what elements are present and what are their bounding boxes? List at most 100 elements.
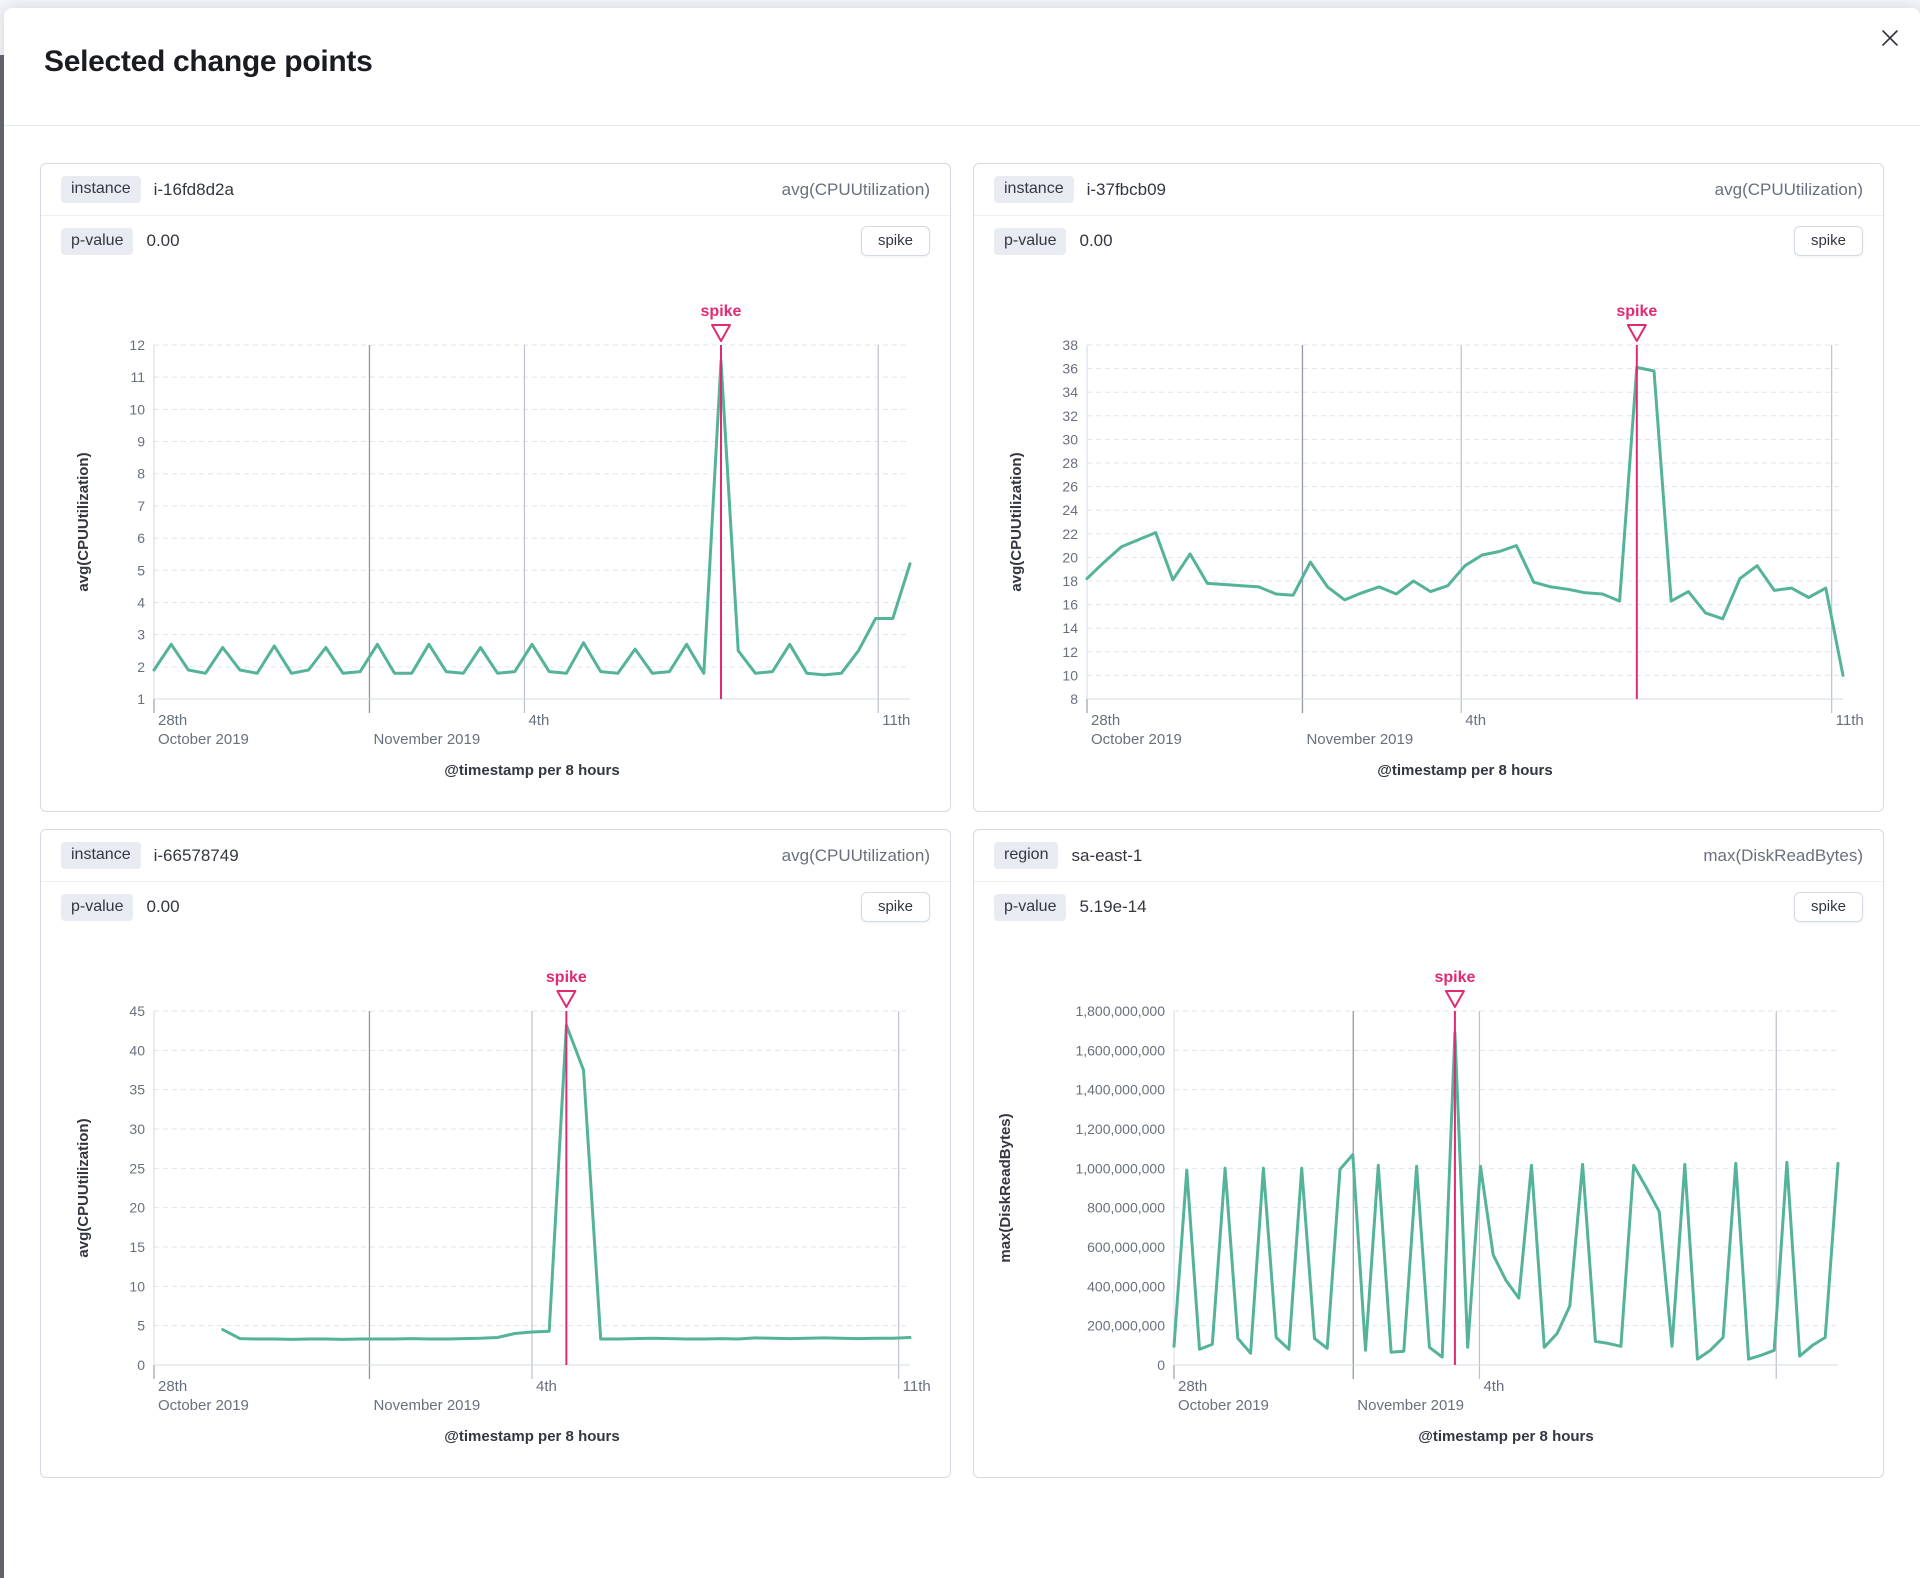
y-tick-label: 1,400,000,000 <box>1075 1082 1165 1098</box>
y-tick-label: 1 <box>137 691 145 707</box>
modal-header: Selected change points <box>4 8 1920 126</box>
y-tick-label: 14 <box>1062 620 1078 636</box>
x-tick-label: 4th <box>528 712 549 729</box>
x-tick-label: November 2019 <box>373 1397 480 1414</box>
y-tick-label: 16 <box>1062 597 1078 613</box>
x-tick-label: October 2019 <box>158 1397 249 1414</box>
y-tick-label: 30 <box>129 1121 145 1137</box>
change-point-card-4: region sa-east-1 max(DiskReadBytes) p-va… <box>973 829 1884 1478</box>
spike-type-button[interactable]: spike <box>860 226 930 256</box>
y-axis-title: avg(CPUUtilization) <box>75 1118 92 1257</box>
y-axis-title: avg(CPUUtilization) <box>1008 452 1025 591</box>
x-tick-label: 11th <box>903 1378 931 1395</box>
y-tick-label: 26 <box>1062 479 1078 495</box>
change-point-grid: instance i-16fd8d2a avg(CPUUtilization) … <box>4 126 1920 1478</box>
change-point-card-3: instance i-66578749 avg(CPUUtilization) … <box>40 829 951 1478</box>
p-value-badge: p-value <box>61 227 134 255</box>
y-tick-label: 18 <box>1062 573 1078 589</box>
y-tick-label: 10 <box>1062 667 1078 683</box>
y-tick-label: 25 <box>129 1160 145 1176</box>
spike-type-button[interactable]: spike <box>860 892 930 922</box>
y-tick-label: 10 <box>129 401 145 417</box>
y-tick-label: 12 <box>129 337 145 353</box>
card-subheader: p-value 5.19e-14 spike <box>974 882 1883 932</box>
y-tick-label: 28 <box>1062 455 1078 471</box>
p-value-badge: p-value <box>994 893 1067 921</box>
x-tick-label: 4th <box>1465 712 1486 729</box>
x-tick-label: November 2019 <box>1306 731 1413 748</box>
p-value-badge: p-value <box>61 893 134 921</box>
field-name-badge: instance <box>994 176 1074 203</box>
spike-annotation-label: spike <box>1434 969 1475 986</box>
p-value-badge: p-value <box>994 227 1067 255</box>
y-tick-label: 800,000,000 <box>1087 1200 1165 1216</box>
spike-type-button[interactable]: spike <box>1793 226 1863 256</box>
x-tick-label: 11th <box>882 712 910 729</box>
close-icon <box>1882 30 1898 46</box>
card-header: instance i-66578749 avg(CPUUtilization) <box>41 830 950 882</box>
p-value: 0.00 <box>146 897 180 916</box>
series-line <box>1085 365 1845 677</box>
spike-annotation-marker <box>556 990 577 1008</box>
y-tick-label: 5 <box>137 562 145 578</box>
field-value: i-66578749 <box>153 845 239 865</box>
change-point-card-1: instance i-16fd8d2a avg(CPUUtilization) … <box>40 163 951 812</box>
field-name-badge: instance <box>61 176 141 203</box>
spike-annotation-marker <box>1444 990 1465 1008</box>
field-name-badge: region <box>994 842 1059 869</box>
x-tick-label: November 2019 <box>373 731 480 748</box>
y-tick-label: 1,200,000,000 <box>1075 1121 1165 1137</box>
page-title: Selected change points <box>44 45 373 78</box>
y-tick-label: 8 <box>137 466 145 482</box>
y-tick-label: 2 <box>137 659 145 675</box>
y-tick-label: 30 <box>1062 431 1078 447</box>
close-button[interactable] <box>1876 24 1904 52</box>
y-tick-label: 400,000,000 <box>1087 1278 1165 1294</box>
y-tick-label: 0 <box>1157 1357 1165 1373</box>
y-axis-title: avg(CPUUtilization) <box>75 452 92 591</box>
y-tick-label: 11 <box>130 369 145 385</box>
y-tick-label: 36 <box>1062 361 1078 377</box>
y-tick-label: 600,000,000 <box>1087 1239 1165 1255</box>
x-tick-label: 28th <box>1091 712 1120 729</box>
y-tick-label: 45 <box>129 1003 145 1019</box>
y-tick-label: 1,000,000,000 <box>1075 1160 1165 1176</box>
change-point-chart: 0 5 10 15 20 25 30 35 40 45 28th October 2019 Novemb… <box>75 969 931 1445</box>
y-tick-label: 4 <box>137 594 145 610</box>
y-tick-label: 40 <box>129 1042 145 1058</box>
field-value: i-16fd8d2a <box>153 179 234 199</box>
y-tick-label: 3 <box>137 627 145 643</box>
p-value: 0.00 <box>1079 231 1113 250</box>
selected-change-points-modal: Selected change points instance i-16fd8d… <box>4 8 1920 1578</box>
series-line <box>152 359 912 677</box>
y-tick-label: 6 <box>137 530 145 546</box>
card-subheader: p-value 0.00 spike <box>41 216 950 266</box>
spike-type-button[interactable]: spike <box>1793 892 1863 922</box>
y-tick-label: 22 <box>1062 526 1078 542</box>
background-page-sliver <box>0 55 4 1578</box>
change-point-chart: 8 10 12 14 16 18 20 22 24 26 28 30 32 34 36 38 28th Octob… <box>1008 303 1864 779</box>
y-tick-label: 1,800,000,000 <box>1075 1003 1165 1019</box>
x-tick-label: October 2019 <box>158 731 249 748</box>
x-tick-label: October 2019 <box>1091 731 1182 748</box>
spike-annotation-label: spike <box>701 303 742 320</box>
y-tick-label: 20 <box>1062 549 1078 565</box>
x-tick-label: 11th <box>1836 712 1864 729</box>
card-subheader: p-value 0.00 spike <box>974 216 1883 266</box>
y-tick-label: 35 <box>129 1082 145 1098</box>
field-name-badge: instance <box>61 842 141 869</box>
card-header: region sa-east-1 max(DiskReadBytes) <box>974 830 1883 882</box>
p-value: 0.00 <box>146 231 180 250</box>
x-tick-label: 28th <box>158 1378 187 1395</box>
y-axis-title: max(DiskReadBytes) <box>997 1113 1014 1262</box>
x-axis-title: @timestamp per 8 hours <box>1418 1428 1594 1445</box>
x-tick-label: 28th <box>158 712 187 729</box>
x-tick-label: November 2019 <box>1357 1397 1464 1414</box>
x-axis-title: @timestamp per 8 hours <box>444 762 620 779</box>
p-value: 5.19e-14 <box>1079 897 1147 916</box>
x-tick-label: 4th <box>1483 1378 1504 1395</box>
change-point-card-2: instance i-37fbcb09 avg(CPUUtilization) … <box>973 163 1884 812</box>
y-tick-label: 12 <box>1062 644 1078 660</box>
y-tick-label: 1,600,000,000 <box>1075 1042 1165 1058</box>
